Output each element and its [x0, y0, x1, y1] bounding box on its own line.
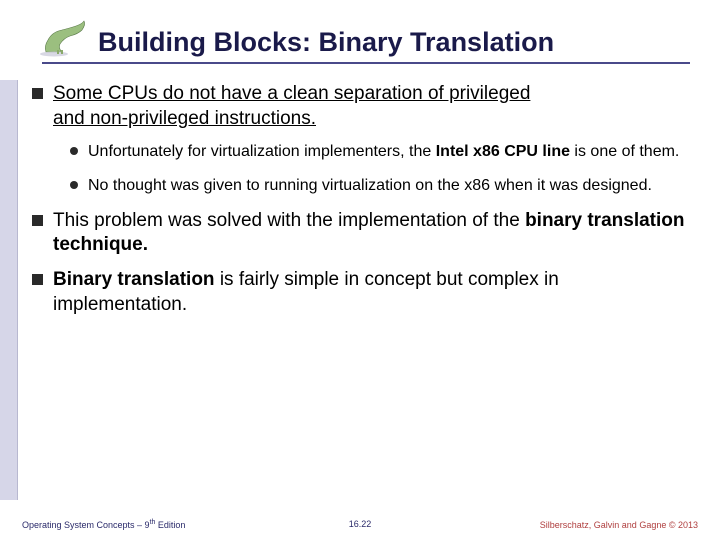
bullet-1: Some CPUs do not have a clean separation…: [32, 82, 690, 131]
bullet-2: This problem was solved with the impleme…: [32, 209, 690, 258]
subbullet-1b-text: No thought was given to running virtuali…: [88, 175, 652, 197]
bullet-2-text: This problem was solved with the impleme…: [53, 209, 690, 258]
footer: Operating System Concepts – 9th Edition …: [22, 519, 698, 530]
content-area: Some CPUs do not have a clean separation…: [32, 82, 690, 327]
dot-bullet-icon: [70, 181, 78, 189]
bullet-3: Binary translation is fairly simple in c…: [32, 268, 690, 317]
subbullet-1a-text: Unfortunately for virtualization impleme…: [88, 141, 679, 163]
bullet-1-line2: and non-privileged instructions.: [53, 108, 316, 129]
bullet-1-line1: Some CPUs do not have a clean separation…: [53, 83, 530, 104]
subbullet-1a: Unfortunately for virtualization impleme…: [70, 141, 690, 163]
bullet-1-text: Some CPUs do not have a clean separation…: [53, 82, 530, 131]
square-bullet-icon: [32, 215, 43, 226]
bullet-3-text: Binary translation is fairly simple in c…: [53, 268, 690, 317]
subbullet-1b: No thought was given to running virtuali…: [70, 175, 690, 197]
left-sidebar-decor: [0, 80, 18, 500]
title-row: Building Blocks: Binary Translation: [40, 18, 690, 58]
dinosaur-icon: [40, 18, 92, 58]
title-underline: [42, 62, 690, 64]
dot-bullet-icon: [70, 147, 78, 155]
square-bullet-icon: [32, 88, 43, 99]
square-bullet-icon: [32, 274, 43, 285]
footer-right: Silberschatz, Galvin and Gagne © 2013: [540, 520, 698, 530]
slide: Building Blocks: Binary Translation Some…: [0, 0, 720, 540]
footer-left: Operating System Concepts – 9th Edition: [22, 519, 185, 530]
slide-title: Building Blocks: Binary Translation: [98, 28, 554, 58]
footer-center: 16.22: [349, 519, 372, 529]
